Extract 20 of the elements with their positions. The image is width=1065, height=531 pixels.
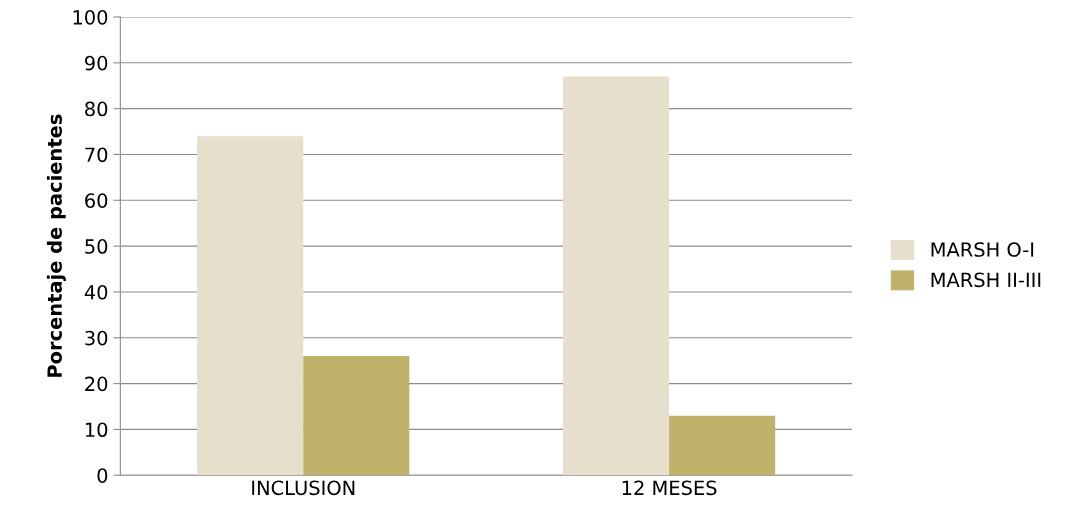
y-tick-label: 70 — [85, 147, 108, 163]
x-tick-label: INCLUSION — [252, 480, 355, 496]
y-tick-label: 60 — [85, 193, 108, 208]
bar — [669, 415, 776, 476]
y-tick-label: 0 — [97, 468, 108, 483]
bar — [197, 136, 304, 476]
y-tick-label: 20 — [85, 376, 108, 392]
bar — [563, 76, 670, 476]
y-tick-label: 50 — [85, 239, 108, 254]
y-tick-label: 30 — [85, 330, 108, 346]
y-tick-label: 90 — [85, 55, 108, 71]
bar — [303, 356, 410, 476]
y-tick-label: 100 — [73, 9, 108, 25]
y-axis-title: Porcentaje de pacientes — [46, 114, 66, 377]
y-tick-label: 80 — [85, 101, 108, 117]
y-tick-label: 40 — [84, 284, 108, 300]
legend-label: MARSH O-I — [931, 242, 1034, 257]
legend-label: MARSH II-III — [931, 272, 1041, 288]
y-tick-label: 10 — [85, 422, 108, 438]
x-tick-label: 12 MESES — [622, 480, 717, 496]
